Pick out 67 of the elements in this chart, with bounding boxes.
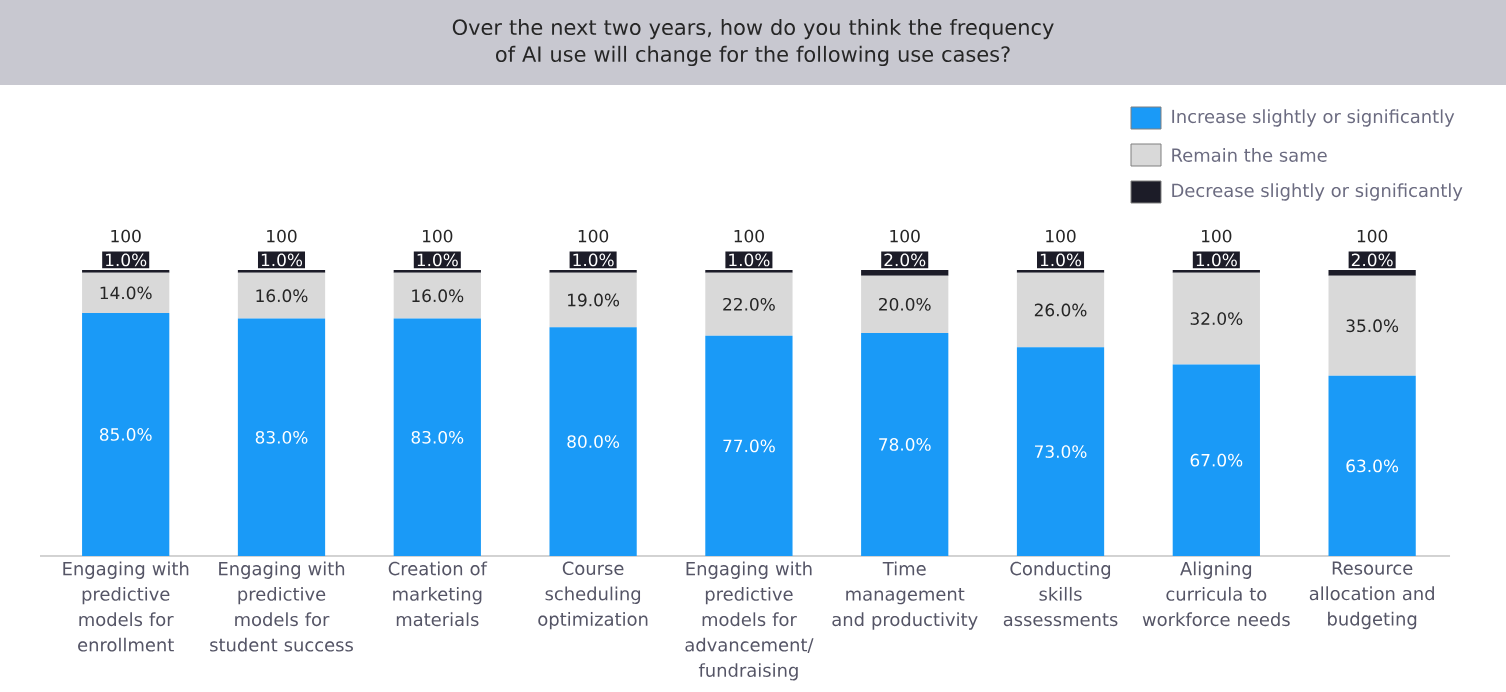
x-tick-label: Aligning curricula to workforce needs [1142, 561, 1290, 627]
data-label: 77.0% [723, 439, 775, 453]
data-label: 1.0% [729, 253, 770, 267]
data-label: 26.0% [1034, 303, 1087, 317]
bar [861, 332, 949, 556]
bar [393, 318, 481, 556]
data-label: 2.0% [884, 253, 926, 267]
total-label: 100 [423, 229, 453, 243]
data-label: 1.0% [417, 253, 458, 267]
bar [1172, 272, 1260, 365]
data-label: 1.0% [1040, 253, 1082, 267]
data-label: 16.0% [256, 289, 308, 303]
data-label: 78.0% [879, 438, 931, 451]
x-tick-label: Course scheduling optimization [538, 561, 648, 630]
data-label: 83.0% [255, 430, 308, 444]
data-label: 14.0% [100, 286, 152, 300]
total-label: 100 [1202, 229, 1232, 243]
data-label: 1.0% [1196, 253, 1237, 267]
total-label: 100 [111, 229, 141, 243]
data-label: 85.0% [99, 428, 152, 441]
bar [237, 318, 326, 556]
bar [237, 272, 326, 319]
x-tick-label: Creation of marketing materials [388, 561, 488, 627]
legend-label: Decrease slightly or significantly [1172, 183, 1463, 201]
bar [1328, 275, 1416, 376]
x-tick-label: Engaging with predictive models for advancement/ fundraising [685, 561, 814, 681]
bar [1328, 375, 1416, 556]
total-label: 100 [890, 229, 920, 243]
data-label: 32.0% [1190, 312, 1243, 326]
data-label: 19.0% [568, 293, 620, 307]
bar [705, 272, 793, 336]
data-label: 20.0% [879, 297, 931, 311]
x-tick-label: Conducting skills assessments [1003, 561, 1118, 627]
bar [1016, 347, 1105, 556]
x-tick-label: Time management and productivity [832, 561, 978, 630]
data-label: 80.0% [567, 435, 620, 448]
bar [82, 272, 170, 313]
bar [705, 335, 793, 556]
bar [549, 272, 637, 328]
bar [82, 312, 170, 556]
bar [549, 327, 637, 556]
bar [393, 272, 481, 319]
data-label: 73.0% [1035, 445, 1087, 459]
chart-title: Over the next two years, how do you think the frequency of AI use will change for the following use cases? [452, 18, 1054, 67]
data-label: 35.0% [1346, 319, 1399, 333]
total-label: 100 [267, 229, 297, 243]
data-label: 1.0% [573, 253, 614, 267]
total-label: 100 [1046, 229, 1076, 243]
bar [861, 275, 949, 333]
data-label: 2.0% [1351, 253, 1393, 267]
data-label: 63.0% [1346, 459, 1399, 473]
total-label: 100 [1357, 229, 1388, 243]
x-tick-label: Engaging with predictive models for student success [210, 561, 353, 652]
data-label: 22.0% [723, 297, 775, 311]
x-tick-label: Resource allocation and budgeting [1309, 561, 1434, 630]
data-label: 1.0% [261, 253, 303, 267]
bar [1016, 272, 1105, 348]
data-label: 16.0% [412, 289, 464, 303]
bar [1172, 364, 1260, 556]
data-label: 67.0% [1190, 453, 1243, 467]
data-label: 83.0% [411, 430, 464, 444]
total-label: 100 [578, 229, 609, 243]
legend-label: Remain the same [1172, 148, 1327, 162]
x-tick-label: Engaging with predictive models for enrollment [63, 561, 189, 652]
data-label: 1.0% [106, 253, 147, 267]
legend-label: Increase slightly or significantly [1172, 109, 1455, 127]
total-label: 100 [734, 229, 764, 243]
